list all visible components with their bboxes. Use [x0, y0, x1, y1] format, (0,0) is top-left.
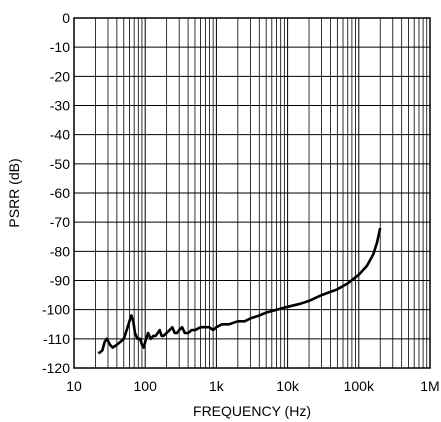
- x-axis-title: FREQUENCY (Hz): [193, 403, 311, 419]
- grid-lines: [73, 17, 430, 369]
- y-tick-label: -90: [50, 273, 70, 289]
- y-tick-labels: 0 -10 -20 -30 -40 -50 -60 -70 -80 -90 -100 -110 -120: [42, 10, 70, 376]
- y-tick-label: -50: [50, 156, 70, 172]
- x-tick-label: 10k: [276, 378, 300, 394]
- psrr-series-line: [97, 227, 382, 355]
- x-tick-labels: 10 100 1k 10k 100k 1M: [66, 378, 440, 394]
- y-tick-label: -30: [50, 98, 70, 114]
- y-axis-title: PSRR (dB): [6, 158, 22, 227]
- y-tick-label: -70: [50, 214, 70, 230]
- y-tick-label: -110: [43, 331, 70, 347]
- y-tick-label: -40: [50, 127, 70, 143]
- y-tick-label: 0: [62, 10, 70, 26]
- series-layer: [97, 227, 382, 355]
- y-tick-label: -120: [42, 360, 70, 376]
- x-tick-label: 10: [66, 378, 82, 394]
- x-tick-label: 1M: [420, 378, 439, 394]
- x-tick-label: 1k: [209, 378, 225, 394]
- y-tick-label: -60: [50, 185, 70, 201]
- y-tick-label: -100: [42, 302, 70, 318]
- x-tick-label: 100k: [344, 378, 375, 394]
- y-tick-label: -20: [50, 68, 70, 84]
- y-tick-label: -10: [50, 39, 70, 55]
- plot-frame: [73, 17, 431, 369]
- y-tick-label: -80: [50, 243, 70, 259]
- x-tick-label: 100: [134, 378, 158, 394]
